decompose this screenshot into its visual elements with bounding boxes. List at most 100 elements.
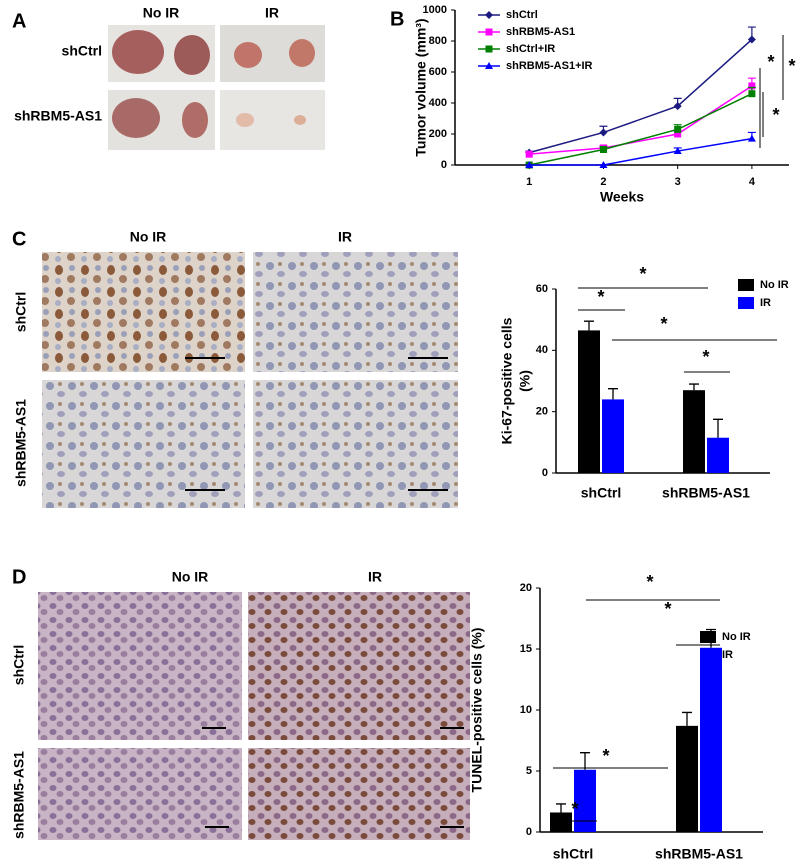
y-tick-label: 400 [429,97,447,109]
significance-star: * [646,572,653,592]
column-label: IR [338,229,352,245]
legend-marker [485,28,493,36]
legend-label: IR [722,649,733,661]
legend-marker [485,62,493,69]
x-tick-label: 2 [600,176,606,188]
bar [578,330,600,473]
legend-swatch [738,297,754,309]
y-axis-label: Tumor volume (mm³) [413,18,429,156]
point [599,128,608,137]
panel-letter: A [12,10,26,32]
y-tick-label: 800 [429,35,447,47]
x-tick-label: shCtrl [553,846,593,862]
point [599,146,607,153]
significance-star: * [772,105,779,125]
x-tick-label: 1 [526,176,532,188]
legend-swatch [700,649,716,661]
x-tick-label: shRBM5-AS1 [662,485,750,501]
y-tick-label: 1000 [423,4,447,16]
y-axis-label: Ki-67-positive cells [499,317,515,444]
bar [574,769,596,832]
panel-letter: B [390,8,404,30]
column-label: IR [265,5,279,21]
legend-label: shRBM5-AS1 [506,26,575,38]
row-label: shCtrl [13,292,29,332]
x-tick-label: 3 [675,176,681,188]
x-tick-label: shRBM5-AS1 [655,846,743,862]
point [748,82,756,90]
column-label: No IR [172,569,209,585]
bar [707,437,729,473]
point [599,161,608,168]
y-tick-label: 0 [441,159,447,171]
tumor-photos [108,25,325,150]
significance-star: * [571,799,578,819]
series-line [529,137,753,166]
bar [550,812,572,832]
legend-label: IR [760,297,771,309]
significance-star: * [664,599,671,619]
row-label: shRBM5-AS1 [14,108,102,124]
bar [683,390,705,473]
panel-letter: C [12,228,26,250]
point [673,147,682,155]
significance-star: * [639,264,646,284]
row-label: shRBM5-AS1 [13,399,29,487]
series-line [529,93,753,166]
series-line [529,85,753,155]
legend-label: shRBM5-AS1+IR [506,60,593,72]
bar [676,725,698,832]
point [674,125,682,133]
y-axis-label: TUNEL-positive cells (%) [469,628,485,793]
y-tick-label: 5 [526,765,532,777]
point [747,134,756,142]
legend-swatch [738,279,754,291]
point [674,130,682,138]
ihc-images [38,592,470,840]
error-bar [713,418,723,438]
y-tick-label: 0 [542,467,548,479]
legend-label: No IR [760,279,789,291]
significance-star: * [767,52,774,72]
legend-marker [485,11,493,19]
column-label: IR [368,569,382,585]
column-label: No IR [130,229,167,245]
column-label: No IR [143,5,180,21]
y-axis-label: (%) [517,370,533,392]
bar [602,399,624,473]
legend-marker [485,45,493,53]
y-tick-label: 15 [520,643,532,655]
error-bar [556,803,566,813]
x-axis-label: Weeks [600,189,644,205]
legend-label: shCtrl [506,9,538,21]
y-tick-label: 10 [520,704,532,716]
point [525,150,533,158]
error-bar [608,388,618,400]
series-line [529,38,753,154]
x-tick-label: shCtrl [581,485,621,501]
row-label: shCtrl [11,645,27,685]
significance-star: * [788,56,795,76]
error-bar [580,752,590,770]
y-tick-label: 60 [536,283,548,295]
significance-star: * [702,347,709,367]
significance-star: * [597,287,604,307]
panel-letter: D [12,566,26,588]
row-label: shRBM5-AS1 [11,751,27,839]
significance-star: * [602,746,609,766]
y-tick-label: 20 [520,582,532,594]
bar [700,647,722,832]
error-bar [682,711,692,726]
point [748,90,756,98]
y-tick-label: 0 [526,826,532,838]
y-tick-label: 200 [429,128,447,140]
legend-label: No IR [722,631,751,643]
legend-swatch [700,631,716,643]
row-label: shCtrl [62,43,102,59]
y-tick-label: 600 [429,66,447,78]
error-bar [584,320,594,331]
legend-label: shCtrl+IR [506,43,555,55]
point [673,102,682,111]
ihc-images [42,252,458,508]
